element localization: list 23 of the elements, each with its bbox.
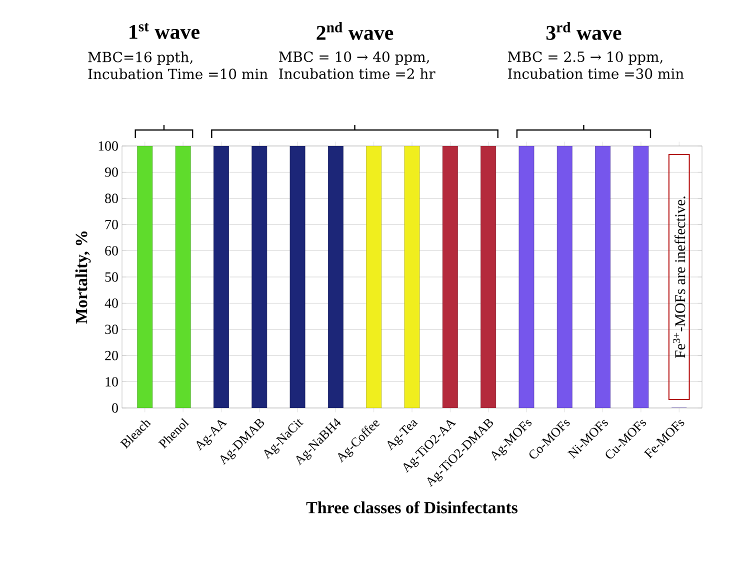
- text: Incubation Time =10 min: [88, 68, 268, 80]
- text: 3$^{rd}$ wave: [546, 22, 622, 40]
- y-tick-label: 70: [105, 220, 118, 230]
- x-axis-title: Three classes of Disinfectants: [306, 501, 518, 514]
- y-tick-label: 0: [112, 403, 118, 413]
- text: MBC = 2.5 → 10 ppm,: [508, 51, 662, 65]
- y-tick-label: 60: [105, 246, 118, 256]
- y-tick-label: 40: [104, 298, 118, 308]
- y-tick-label: 20: [105, 350, 118, 360]
- y-tick-label: 80: [105, 194, 118, 204]
- text: MBC=16 ppth,: [88, 52, 192, 66]
- y-axis-title: Mortality, %: [75, 232, 91, 324]
- text: MBC = 10 → 40 ppm,: [278, 51, 429, 65]
- y-tick-label: 100: [98, 141, 118, 151]
- text: Incubation time =30 min: [508, 68, 684, 79]
- text: Incubation time =2 hr: [279, 68, 436, 79]
- y-tick-label: 90: [104, 167, 118, 177]
- annotation: Fe$^{3+}$-MOFs are ineffective.: [672, 196, 686, 358]
- y-tick-label: 10: [106, 377, 118, 386]
- y-tick-label: 30: [105, 324, 118, 334]
- y-tick-label: 50: [105, 272, 118, 282]
- text: 2$^{nd}$ wave: [316, 22, 394, 40]
- text: 1$^{st}$ wave: [130, 23, 200, 39]
